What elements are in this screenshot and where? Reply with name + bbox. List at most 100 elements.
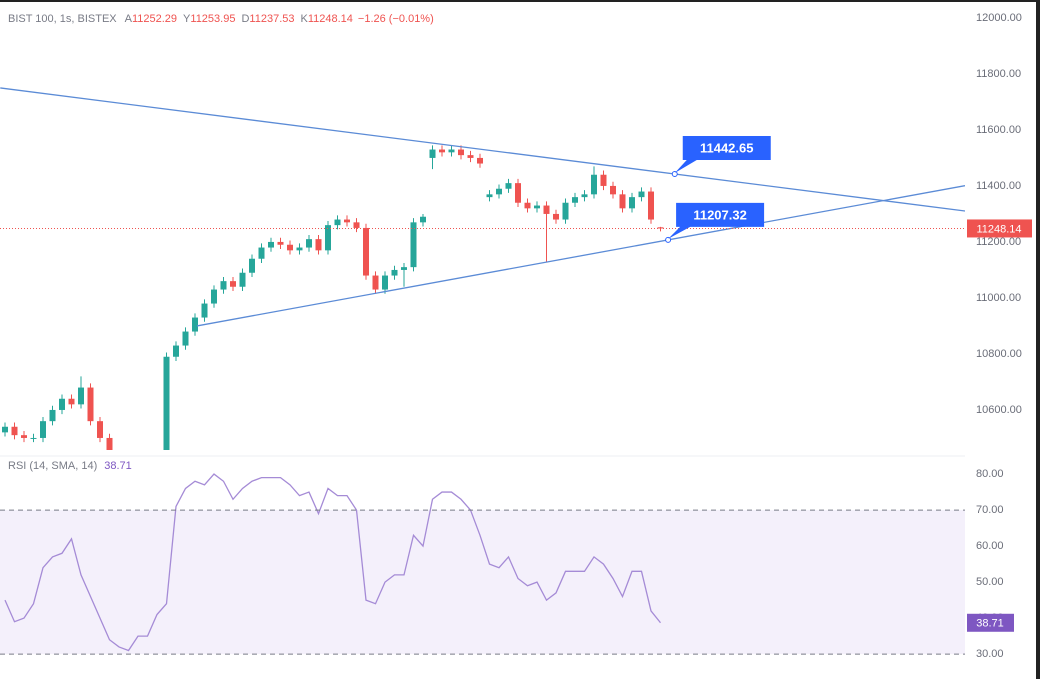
y-tick-label: 70.00 — [976, 504, 1004, 516]
rsi-band — [0, 510, 965, 655]
y-tick-label: 10800.00 — [976, 348, 1022, 360]
candle-body — [496, 188, 502, 195]
candle-body — [68, 398, 75, 405]
rsi-line — [4, 473, 662, 652]
candle-body — [315, 239, 322, 251]
candle-body — [534, 205, 540, 209]
legend-header: BIST 100, 1s, BISTEX A11252.29 Y11253.95 D1… — [8, 13, 434, 25]
candle-body — [629, 197, 635, 209]
candle-body — [249, 258, 255, 273]
rsi-value-box — [967, 613, 1014, 632]
candle-body — [638, 191, 645, 198]
candle-body — [344, 219, 350, 223]
price-label: 11207.32 — [693, 207, 747, 222]
candle-body — [524, 202, 531, 209]
candle-body — [600, 174, 607, 186]
y-tick-label: 11400.00 — [976, 180, 1021, 192]
y-tick-label: 80.00 — [976, 468, 1004, 480]
candle-body — [572, 197, 578, 203]
candle-body — [239, 272, 246, 287]
candle-body — [21, 435, 27, 438]
candle-body — [325, 225, 331, 251]
overlay: 10600.00 10800.00 11000.00 11200.00 11400.00… — [0, 12, 1032, 660]
candle-body — [562, 202, 569, 220]
y-tick-label: 11600.00 — [976, 124, 1021, 136]
candle-body — [258, 247, 265, 259]
candle-body — [30, 437, 37, 439]
candle-body — [163, 356, 170, 450]
ohlc-value: 11252.29 — [132, 13, 177, 25]
candle-body — [543, 205, 550, 214]
trendline — [0, 87, 965, 212]
candle-body — [363, 227, 369, 276]
candle-body — [277, 241, 284, 245]
candle-body — [657, 227, 664, 229]
rsi-title: RSI (14, SMA, 14) — [8, 460, 97, 472]
candle-body — [505, 183, 512, 189]
y-tick-label: 11800.00 — [976, 68, 1021, 80]
candle-body — [192, 317, 198, 332]
y-tick-label: 60.00 — [976, 540, 1004, 552]
trendline-anchor — [671, 170, 678, 177]
candle-body — [287, 244, 293, 251]
ohlc-prefix: A — [125, 13, 133, 25]
candle-body — [296, 247, 303, 251]
candle-body — [591, 174, 597, 195]
y-tick-label: 12000.00 — [976, 12, 1022, 24]
trendline-anchor — [665, 236, 672, 243]
price-pane — [0, 17, 965, 450]
candle-body — [467, 155, 474, 158]
candle-body — [401, 267, 407, 270]
price-label-box — [668, 202, 765, 239]
ohlc-value: 11248.14 — [308, 13, 353, 25]
price-label-box — [674, 135, 771, 173]
trendline — [196, 185, 965, 327]
rsi-value: 38.71 — [104, 460, 132, 472]
candle-body — [619, 194, 626, 209]
rsi-legend: RSI (14, SMA, 14) 38.71 — [8, 460, 132, 472]
candle-body — [382, 275, 388, 290]
last-price-label: 11248.14 — [976, 223, 1021, 235]
candle-body — [477, 157, 483, 164]
rsi-value-label: 38.71 — [976, 618, 1004, 630]
candle-body — [49, 409, 56, 422]
ohlc-prefix: Y — [183, 13, 191, 25]
candle-body — [439, 149, 445, 153]
y-tick-label: 11000.00 — [976, 292, 1021, 304]
candle-body — [40, 421, 46, 438]
candle-body — [391, 269, 398, 276]
candle-body — [610, 185, 616, 195]
candle-body — [581, 194, 588, 198]
candle-body — [220, 281, 227, 290]
candle-body — [97, 421, 103, 438]
candle-body — [486, 194, 493, 198]
candle-body — [420, 216, 426, 223]
candle-body — [268, 241, 274, 248]
ohlc-prefix: D — [241, 13, 249, 25]
candle-body — [353, 222, 360, 228]
price-label: 11442.65 — [700, 140, 754, 155]
candle-body — [515, 183, 521, 203]
candle-body — [230, 281, 236, 287]
candle-body — [553, 213, 559, 220]
candle-body — [78, 387, 84, 405]
symbol: BIST 100, 1s, BISTEX — [8, 13, 117, 25]
candle-body — [201, 303, 208, 318]
y-tick-label: 50.00 — [976, 576, 1004, 588]
candle-body — [106, 437, 113, 450]
candle-body — [372, 275, 379, 290]
rsi-pane — [0, 473, 965, 655]
ohlc-value: 11253.95 — [190, 13, 235, 25]
candle-body — [429, 149, 436, 158]
y-tick-label: 11200.00 — [976, 236, 1021, 248]
ohlc-value: 11237.53 — [249, 13, 294, 25]
candle-body — [59, 398, 65, 410]
candle-body — [2, 426, 8, 433]
candle-body — [182, 331, 189, 346]
candle-body — [87, 387, 94, 422]
candle-body — [410, 222, 417, 268]
candle-body — [173, 345, 179, 357]
ohlc-prefix: K — [301, 13, 309, 25]
candle-body — [211, 289, 217, 304]
